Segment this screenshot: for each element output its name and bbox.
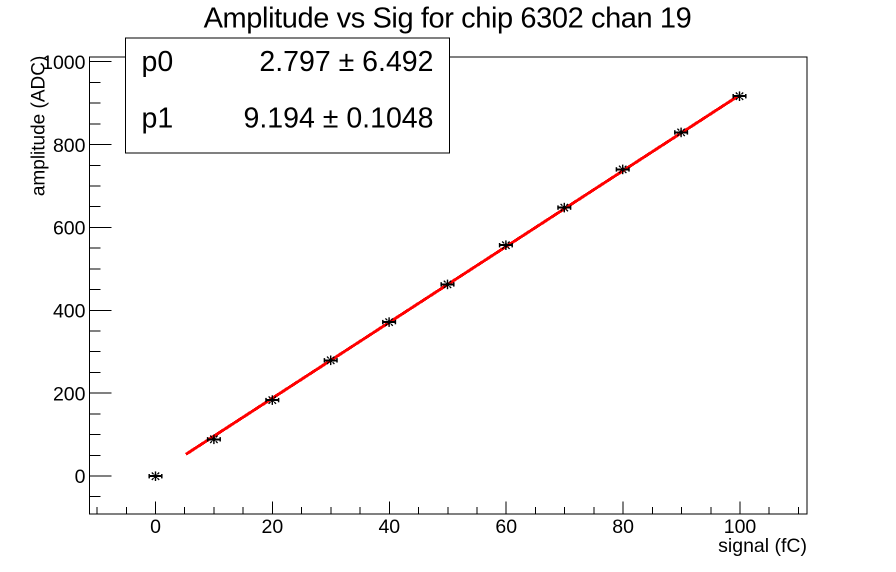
svg-text:400: 400: [53, 301, 86, 323]
svg-text:signal (fC): signal (fC): [718, 535, 807, 557]
svg-text:80: 80: [612, 516, 634, 538]
svg-text:Amplitude vs Sig for chip 6302: Amplitude vs Sig for chip 6302 chan 19: [204, 3, 692, 35]
svg-text:1000: 1000: [42, 52, 86, 74]
svg-text:600: 600: [53, 218, 86, 240]
svg-text:20: 20: [262, 516, 284, 538]
svg-text:200: 200: [53, 383, 86, 405]
svg-text:100: 100: [724, 516, 757, 538]
svg-text:0: 0: [150, 516, 161, 538]
svg-text:amplitude (ADC): amplitude (ADC): [29, 56, 50, 196]
svg-text:0: 0: [75, 466, 86, 488]
svg-text:40: 40: [378, 516, 400, 538]
svg-text:60: 60: [495, 516, 517, 538]
svg-text:p1: p1: [142, 103, 174, 135]
svg-text:p0: p0: [142, 46, 174, 78]
svg-text:800: 800: [53, 135, 86, 157]
svg-text:2.797 ± 6.492: 2.797 ± 6.492: [259, 46, 433, 78]
svg-text:9.194 ± 0.1048: 9.194 ± 0.1048: [244, 103, 434, 135]
